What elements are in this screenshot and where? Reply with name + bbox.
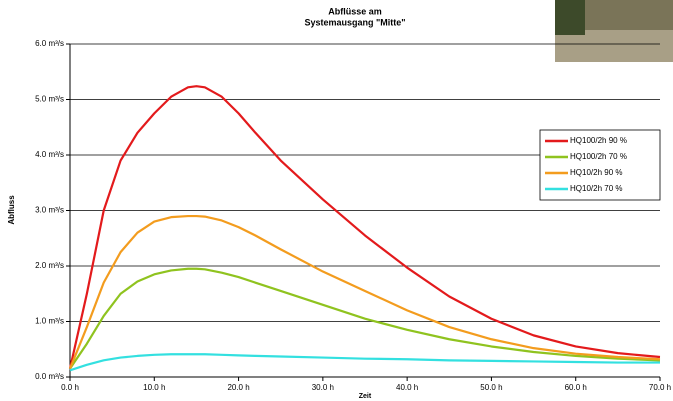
- series-line: [68, 214, 661, 370]
- y-tick-label: 4.0 m³/s: [35, 150, 64, 159]
- legend-label: HQ10/2h 90 %: [570, 168, 622, 177]
- x-axis-label: Zeit: [359, 393, 372, 400]
- series-line: [68, 85, 661, 369]
- y-tick-label: 5.0 m³/s: [35, 95, 64, 104]
- y-axis-label: Abfluss: [7, 195, 16, 225]
- y-tick-label: 6.0 m³/s: [35, 39, 64, 48]
- legend-label: HQ100/2h 90 %: [570, 136, 627, 145]
- series-line: [69, 267, 661, 370]
- y-tick-label: 3.0 m³/s: [35, 206, 64, 215]
- chart-title: Abflüsse am: [328, 6, 382, 16]
- photo-water: [555, 30, 673, 62]
- x-tick-label: 70.0 h: [649, 383, 671, 392]
- x-tick-label: 20.0 h: [227, 383, 249, 392]
- chart-title: Systemausgang "Mitte": [304, 17, 405, 27]
- y-tick-label: 2.0 m³/s: [35, 261, 64, 270]
- x-tick-label: 0.0 h: [61, 383, 79, 392]
- x-tick-label: 60.0 h: [565, 383, 587, 392]
- x-tick-label: 50.0 h: [480, 383, 502, 392]
- y-tick-label: 1.0 m³/s: [35, 317, 64, 326]
- photo-foliage: [555, 0, 585, 35]
- x-tick-label: 10.0 h: [143, 383, 165, 392]
- series-line: [69, 353, 660, 372]
- legend-label: HQ100/2h 70 %: [570, 152, 627, 161]
- x-tick-label: 30.0 h: [312, 383, 334, 392]
- x-tick-label: 40.0 h: [396, 383, 418, 392]
- y-tick-label: 0.0 m³/s: [35, 372, 64, 381]
- legend-label: HQ10/2h 70 %: [570, 184, 622, 193]
